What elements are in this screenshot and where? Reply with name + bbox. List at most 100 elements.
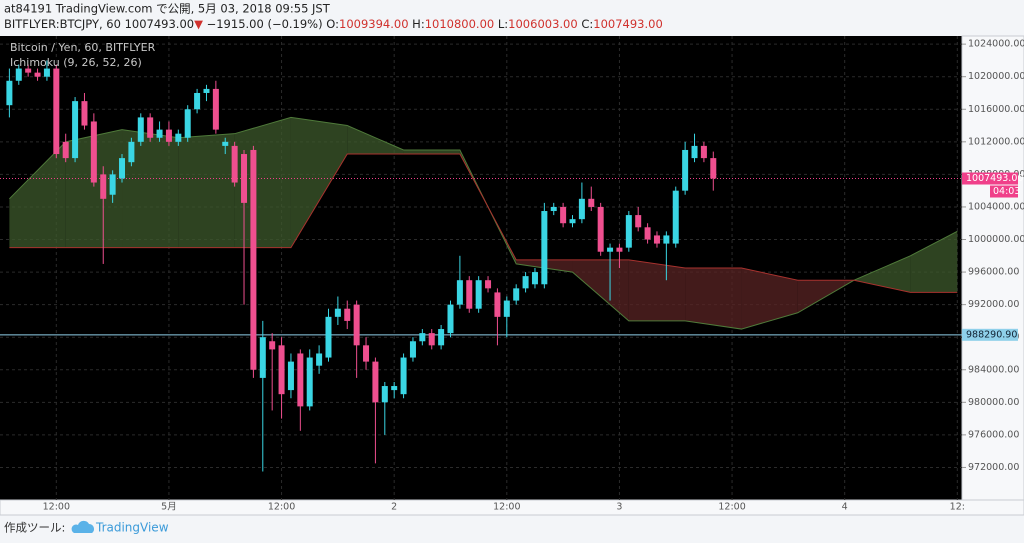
candle-body (607, 247, 614, 252)
cloud-fill (403, 149, 460, 155)
candle-body (269, 341, 276, 350)
cloud-fill (741, 268, 798, 330)
cloud-fill (347, 125, 404, 155)
x-tick-label: 12:00 (268, 502, 295, 513)
candle-body (438, 329, 445, 346)
candle-body (644, 227, 651, 240)
candle-body (550, 206, 557, 212)
l: 1006003.00 (508, 17, 578, 31)
candle-body (34, 72, 41, 77)
y-tick-label: 980000.00 (968, 397, 1019, 408)
y-tick-label: 984000.00 (968, 364, 1019, 375)
indicator-label: Ichimoku (9, 26, 52, 26) (10, 56, 142, 69)
x-tick-label: 3 (616, 502, 622, 513)
candle-body (381, 386, 388, 403)
footer-brand[interactable]: TradingView (95, 521, 169, 535)
candle-body (278, 345, 285, 395)
cloud-fill (65, 129, 123, 248)
candle-body (597, 206, 604, 252)
candle-body (250, 149, 257, 370)
time-axis (0, 499, 1024, 516)
candle-body (100, 174, 107, 199)
candle-body (241, 154, 248, 203)
candle-body (475, 280, 482, 309)
x-tick-label: 12:00 (493, 502, 520, 513)
candle-body (409, 341, 416, 358)
brand-logo (71, 520, 94, 533)
candle-body (447, 304, 454, 334)
candle-body (287, 361, 294, 391)
price-label-box (962, 172, 1018, 185)
y-tick-label: 1024000.00 (968, 39, 1024, 50)
candle-body (6, 80, 13, 106)
cloud-fill (9, 141, 66, 248)
c-label: C: (581, 17, 593, 31)
price-label: 988290.90 (966, 329, 1017, 340)
candle-body (334, 308, 341, 317)
y-tick-label: 992000.00 (968, 299, 1019, 310)
candle-body (43, 68, 50, 77)
candle-body (503, 300, 510, 317)
candle-body (137, 117, 144, 142)
y-tick-label: 972000.00 (968, 462, 1019, 473)
candle-body (531, 272, 538, 285)
candle-body (625, 215, 632, 248)
candle-body (128, 141, 135, 163)
candle-body (578, 198, 585, 220)
last: 1007493.00 (125, 17, 195, 31)
change: −1915.00 (−0.19%) (207, 17, 323, 31)
candle-body (15, 68, 22, 81)
candle-body (663, 235, 670, 244)
cloud-fill (572, 259, 629, 321)
candle-body (700, 145, 707, 159)
x-tick-label: 5月 (161, 502, 177, 513)
candle-body (456, 280, 463, 305)
candle-body (616, 247, 623, 252)
candle-body (147, 117, 154, 138)
candle-body (325, 316, 332, 358)
cloud-fill (290, 117, 348, 248)
o: 1009394.00 (339, 17, 409, 31)
timer-label: 04:03 (993, 186, 1020, 197)
candle-body (560, 206, 567, 224)
candle-body (231, 145, 238, 183)
candle-body (541, 211, 548, 285)
x-tick-label: 12: (950, 502, 965, 513)
plot-area (0, 36, 962, 500)
candle-body (588, 198, 595, 207)
candle-body (363, 345, 370, 362)
candle-body (682, 149, 689, 191)
candle-body (156, 129, 163, 138)
candle-body (212, 88, 219, 130)
candle-body (25, 68, 32, 73)
price-axis (961, 35, 1024, 501)
candle-body (400, 357, 407, 395)
candle-body (222, 141, 229, 146)
candle-body (419, 333, 426, 342)
candle-body (203, 88, 210, 93)
candle-body (119, 158, 126, 179)
cloud-fill (178, 133, 235, 248)
candle-body (635, 215, 642, 228)
cloud-fill (910, 231, 958, 293)
c: 1007493.00 (593, 17, 663, 31)
candle-body (353, 304, 360, 346)
candle-body (62, 141, 69, 159)
arrow: ▼ (194, 17, 203, 31)
candle-body (306, 357, 313, 407)
candle-body (175, 133, 182, 142)
publish-info: at84191 TradingView.com で公開, 5月 03, 2018… (4, 2, 331, 16)
y-tick-label: 996000.00 (968, 267, 1019, 278)
candle-body (372, 361, 379, 403)
y-tick-label: 976000.00 (968, 429, 1019, 440)
price-label: 1007493.00 (966, 173, 1023, 184)
cloud-fill (628, 259, 686, 321)
symbol: BITFLYER:BTCJPY, 60 (4, 17, 121, 31)
y-tick-label: 1020000.00 (968, 71, 1024, 82)
cloud-line (9, 153, 958, 293)
y-tick-label: 1012000.00 (968, 136, 1024, 147)
price-label-box (962, 328, 1018, 341)
y-tick-label: 1004000.00 (968, 201, 1024, 212)
candle-body (522, 276, 529, 289)
x-tick-label: 12:00 (43, 502, 70, 513)
